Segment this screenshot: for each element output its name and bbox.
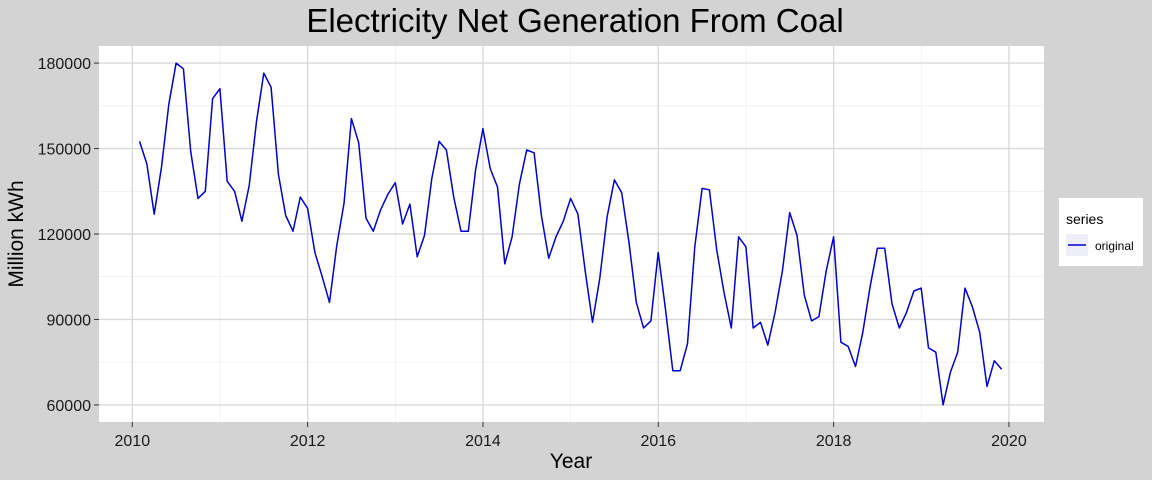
x-tick-label: 2012 — [290, 433, 326, 450]
series-line-original — [138, 62, 1003, 406]
legend-entry-original: original — [1095, 239, 1134, 253]
x-tick-label: 2010 — [115, 433, 151, 450]
axes: 2010 2012 2014 2016 2018 2020 60000 90000 120000… — [38, 56, 1027, 450]
x-axis-label: Year — [550, 450, 592, 473]
x-tick-label: 2014 — [465, 433, 501, 450]
x-tick-label: 2016 — [640, 433, 676, 450]
y-tick-label: 150000 — [38, 142, 91, 159]
y-tick-label: 180000 — [38, 56, 91, 73]
x-tick-label: 2018 — [816, 433, 852, 450]
legend: series original — [1059, 198, 1143, 266]
y-tick-label: 60000 — [47, 398, 92, 415]
y-tick-label: 90000 — [47, 312, 92, 329]
grid-lines — [99, 46, 1044, 422]
chart-title: Electricity Net Generation From Coal — [306, 2, 843, 39]
x-tick-label: 2020 — [991, 433, 1027, 450]
y-axis-label: Million kWh — [5, 180, 28, 287]
data-series — [138, 62, 1003, 406]
legend-title: series — [1066, 211, 1103, 227]
y-tick-label: 120000 — [38, 227, 91, 244]
